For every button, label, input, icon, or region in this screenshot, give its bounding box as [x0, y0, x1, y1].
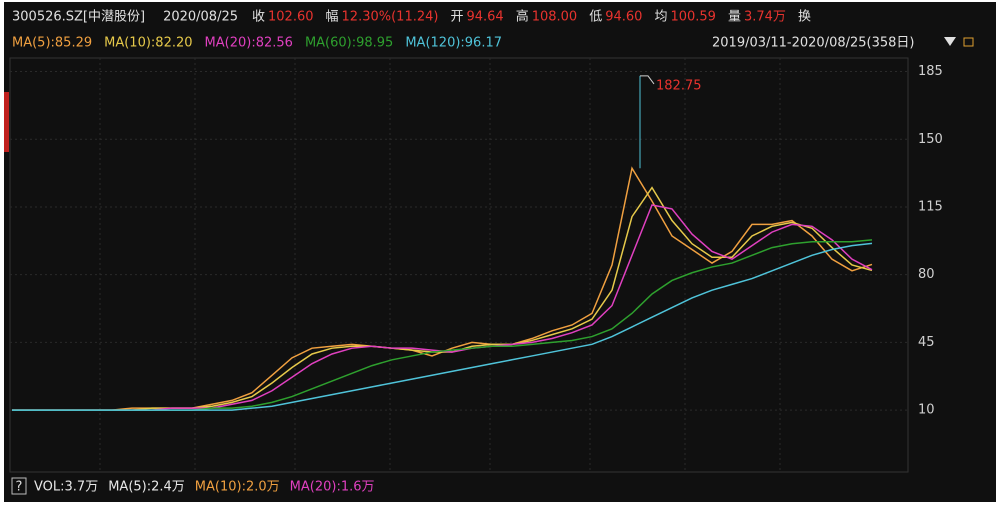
stat-value: 108.00: [532, 10, 578, 25]
y-tick-label: 10: [918, 403, 935, 418]
help[interactable]: ?: [16, 480, 23, 495]
stat-label: 幅: [326, 10, 339, 25]
peak-pointer: [640, 75, 655, 85]
stat-value: 100.59: [670, 10, 716, 25]
stat-label: 高: [516, 9, 529, 25]
stat-value: 12.30%(11.24): [342, 10, 439, 25]
plot-frame: [9, 57, 909, 473]
stat-label: 均: [654, 10, 667, 25]
dropdown-icon[interactable]: [944, 37, 956, 46]
stat-label: 量: [728, 10, 741, 25]
range: 2019/03/11-2020/08/25(358日): [712, 36, 915, 51]
y-tick-label: 115: [918, 199, 943, 214]
background: [4, 2, 996, 502]
stat-label: 收: [252, 10, 265, 25]
legend-entry: MA(120):96.17: [405, 36, 502, 51]
legend-entry: MA(10):82.20: [104, 36, 192, 51]
stat-value: 3.74万: [744, 10, 786, 25]
legend-entry: MA(60):98.95: [305, 36, 393, 51]
date: 2020/08/25: [163, 10, 238, 25]
symbol: 300526.SZ[中潜股份]: [12, 10, 145, 25]
stat-label: 开: [450, 10, 463, 25]
legend-entry: MA(20):82.56: [205, 36, 293, 51]
legend-entry: MA(5):85.29: [12, 36, 92, 51]
help-box[interactable]: [11, 477, 27, 495]
side-marker: [4, 92, 9, 152]
y-tick-label: 45: [918, 335, 935, 350]
ma-line: [12, 242, 873, 411]
lock-icon[interactable]: [963, 37, 974, 47]
stat-value: 94.64: [466, 10, 503, 25]
peak-label: 182.75: [656, 78, 702, 93]
volume-item: MA(20):1.6万: [290, 480, 375, 495]
volume-item: VOL:3.7万: [34, 480, 98, 495]
more: 换: [798, 10, 811, 25]
y-tick-label: 185: [918, 64, 943, 79]
y-tick-label: 150: [918, 132, 943, 147]
stat-value: 102.60: [268, 10, 314, 25]
stat-label: 低: [589, 10, 602, 25]
stat-value: 94.60: [605, 10, 642, 25]
volume-item: MA(10):2.0万: [195, 480, 280, 495]
y-tick-label: 80: [918, 267, 935, 282]
volume-item: MA(5):2.4万: [108, 480, 185, 495]
